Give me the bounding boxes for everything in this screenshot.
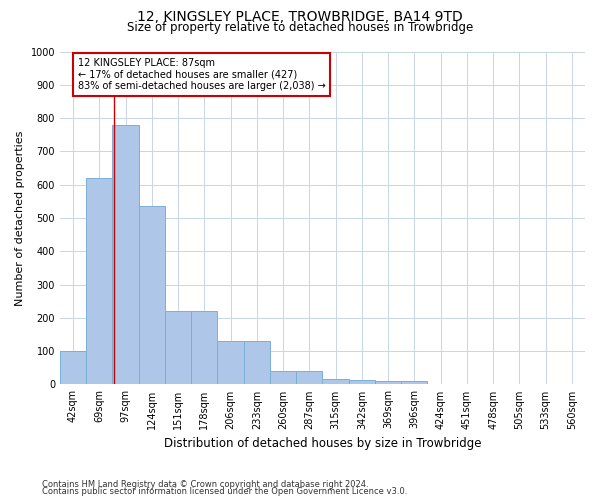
Bar <box>217 341 244 384</box>
Bar <box>165 311 191 384</box>
Bar <box>322 380 349 384</box>
Bar <box>349 380 375 384</box>
Y-axis label: Number of detached properties: Number of detached properties <box>15 130 25 306</box>
Text: 12 KINGSLEY PLACE: 87sqm
← 17% of detached houses are smaller (427)
83% of semi-: 12 KINGSLEY PLACE: 87sqm ← 17% of detach… <box>77 58 325 92</box>
Bar <box>296 371 322 384</box>
Text: Contains public sector information licensed under the Open Government Licence v3: Contains public sector information licen… <box>42 488 407 496</box>
Bar <box>191 311 217 384</box>
Bar <box>112 124 139 384</box>
Bar <box>86 178 112 384</box>
Bar <box>139 206 165 384</box>
Bar <box>401 381 427 384</box>
Bar <box>244 341 270 384</box>
X-axis label: Distribution of detached houses by size in Trowbridge: Distribution of detached houses by size … <box>164 437 481 450</box>
Bar <box>270 371 296 384</box>
Text: Contains HM Land Registry data © Crown copyright and database right 2024.: Contains HM Land Registry data © Crown c… <box>42 480 368 489</box>
Text: Size of property relative to detached houses in Trowbridge: Size of property relative to detached ho… <box>127 21 473 34</box>
Text: 12, KINGSLEY PLACE, TROWBRIDGE, BA14 9TD: 12, KINGSLEY PLACE, TROWBRIDGE, BA14 9TD <box>137 10 463 24</box>
Bar <box>60 351 86 384</box>
Bar <box>375 381 401 384</box>
